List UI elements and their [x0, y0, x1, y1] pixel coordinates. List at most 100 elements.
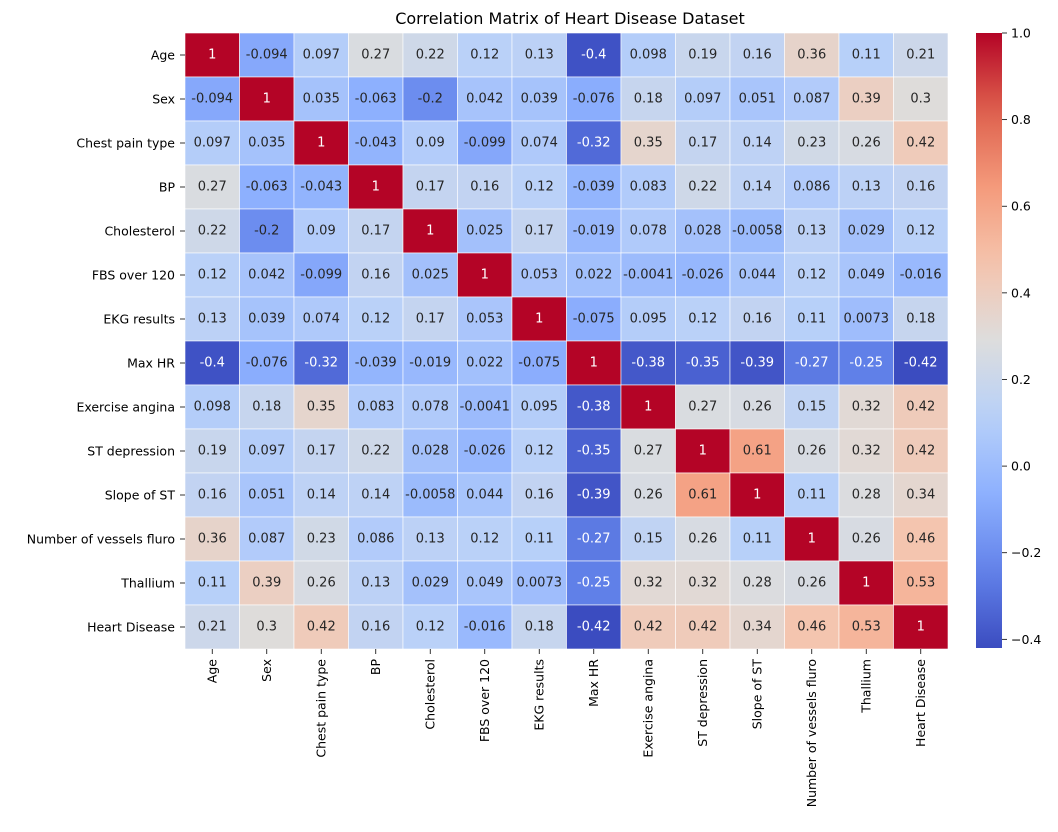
heatmap-cell-10-7 [566, 472, 622, 518]
cell-value-10-12: 0.28 [852, 488, 881, 503]
heatmap-cell-1-1 [239, 76, 295, 122]
cell-value-2-10: 0.14 [743, 136, 772, 151]
cell-value-13-4: 0.12 [416, 620, 445, 635]
cell-value-2-9: 0.17 [688, 136, 717, 151]
cell-value-3-9: 0.22 [688, 180, 717, 195]
column-label-age: Age [204, 659, 219, 683]
cell-value-5-1: 0.042 [248, 268, 285, 283]
cell-value-8-12: 0.32 [852, 400, 881, 415]
cell-value-8-6: 0.095 [521, 400, 558, 415]
heatmap-cell-1-10 [729, 76, 785, 122]
cell-value-11-5: 0.12 [470, 532, 499, 547]
cell-value-8-5: -0.0041 [460, 400, 510, 415]
heatmap-cell-0-0 [184, 32, 240, 78]
row-label-thallium: Thallium [120, 576, 175, 591]
cell-value-5-5: 1 [481, 268, 489, 283]
cell-value-11-13: 0.46 [906, 532, 935, 547]
heatmap-cell-5-5 [457, 252, 513, 298]
heatmap-cell-1-2 [293, 76, 349, 122]
cell-value-0-6: 0.13 [525, 48, 554, 63]
column-label-fbs-over-120: FBS over 120 [477, 659, 492, 742]
cell-value-2-8: 0.35 [634, 136, 663, 151]
cell-value-8-13: 0.42 [906, 400, 935, 415]
cell-value-1-3: -0.063 [355, 92, 397, 107]
heatmap-cell-0-4 [402, 32, 458, 78]
heatmap-cell-10-8 [620, 472, 676, 518]
heatmap-cell-6-3 [348, 296, 404, 342]
heatmap-cell-13-0 [184, 604, 240, 650]
cell-value-2-3: -0.043 [355, 136, 397, 151]
cell-value-8-7: -0.38 [577, 400, 611, 415]
heatmap-cell-11-9 [675, 516, 731, 562]
cell-value-12-2: 0.26 [307, 576, 336, 591]
cell-value-9-4: 0.028 [412, 444, 449, 459]
cell-value-7-8: -0.38 [631, 356, 665, 371]
heatmap-cell-6-11 [784, 296, 840, 342]
row-label-heart-disease: Heart Disease [87, 620, 175, 635]
cell-value-7-10: -0.39 [740, 356, 774, 371]
cell-value-12-4: 0.029 [412, 576, 449, 591]
cell-value-6-2: 0.074 [303, 312, 340, 327]
heatmap-cell-5-2 [293, 252, 349, 298]
heatmap-cell-6-4 [402, 296, 458, 342]
cell-value-13-9: 0.42 [688, 620, 717, 635]
heatmap-cell-12-7 [566, 560, 622, 606]
colorbar-tick-label-6: −0.2 [1011, 545, 1041, 560]
cell-value-9-9: 1 [699, 444, 707, 459]
heatmap-cell-9-4 [402, 428, 458, 474]
heatmap-cell-3-8 [620, 164, 676, 210]
heatmap-cell-12-8 [620, 560, 676, 606]
heatmap-cell-5-8 [620, 252, 676, 298]
heatmap-cell-7-1 [239, 340, 295, 386]
column-label-bp: BP [368, 659, 383, 676]
cell-value-1-5: 0.042 [466, 92, 503, 107]
heatmap-cell-12-10 [729, 560, 785, 606]
cell-value-5-2: -0.099 [300, 268, 342, 283]
colorbar-ticks: 1.0 0.8 0.6 0.4 0.2 0.0 −0.2 −0.4 [1002, 26, 1041, 647]
cell-value-12-12: 1 [862, 576, 870, 591]
cell-value-11-10: 0.11 [743, 532, 772, 547]
cell-value-4-6: 0.17 [525, 224, 554, 239]
cell-value-12-9: 0.32 [688, 576, 717, 591]
cell-value-8-2: 0.35 [307, 400, 336, 415]
cell-value-13-7: -0.42 [577, 620, 611, 635]
heatmap-cell-9-13 [893, 428, 949, 474]
heatmap-cell-10-13 [893, 472, 949, 518]
heatmap-cell-13-8 [620, 604, 676, 650]
cell-value-0-13: 0.21 [906, 48, 935, 63]
cell-value-10-8: 0.26 [634, 488, 663, 503]
cell-value-6-13: 0.18 [906, 312, 935, 327]
cell-value-13-1: 0.3 [256, 620, 277, 635]
heatmap-cell-0-2 [293, 32, 349, 78]
cell-value-10-9: 0.61 [688, 488, 717, 503]
cell-value-11-8: 0.15 [634, 532, 663, 547]
heatmap-cell-3-4 [402, 164, 458, 210]
heatmap-cell-9-3 [348, 428, 404, 474]
cell-value-13-13: 1 [917, 620, 925, 635]
heatmap-cell-5-12 [838, 252, 894, 298]
cell-value-3-3: 1 [372, 180, 380, 195]
cell-value-1-2: 0.035 [303, 92, 340, 107]
heatmap-cell-2-8 [620, 120, 676, 166]
row-label-cholesterol: Cholesterol [104, 224, 175, 239]
cell-value-5-12: 0.049 [848, 268, 885, 283]
heatmap-cell-7-6 [511, 340, 567, 386]
heatmap-cell-11-6 [511, 516, 567, 562]
cell-value-13-10: 0.34 [743, 620, 772, 635]
heatmap-cell-2-2 [293, 120, 349, 166]
cell-value-4-13: 0.12 [906, 224, 935, 239]
column-label-heart-disease: Heart Disease [913, 659, 928, 747]
cell-value-9-6: 0.12 [525, 444, 554, 459]
heatmap-cell-10-9 [675, 472, 731, 518]
heatmap-cell-3-10 [729, 164, 785, 210]
cell-value-6-4: 0.17 [416, 312, 445, 327]
cell-value-11-2: 0.23 [307, 532, 336, 547]
heatmap-cell-5-10 [729, 252, 785, 298]
heatmap-cell-11-1 [239, 516, 295, 562]
cell-value-6-12: 0.0073 [844, 312, 890, 327]
cell-value-5-8: -0.0041 [623, 268, 673, 283]
cell-value-1-8: 0.18 [634, 92, 663, 107]
cell-value-11-12: 0.26 [852, 532, 881, 547]
cell-value-9-2: 0.17 [307, 444, 336, 459]
heatmap-cell-7-4 [402, 340, 458, 386]
